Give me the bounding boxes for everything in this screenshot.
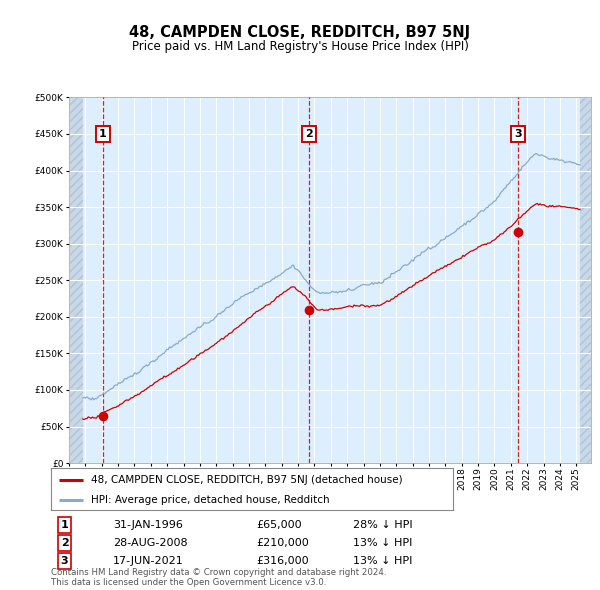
Text: 1: 1 — [61, 520, 68, 530]
Text: 48, CAMPDEN CLOSE, REDDITCH, B97 5NJ (detached house): 48, CAMPDEN CLOSE, REDDITCH, B97 5NJ (de… — [91, 475, 403, 485]
Text: 13% ↓ HPI: 13% ↓ HPI — [353, 556, 413, 566]
Text: Price paid vs. HM Land Registry's House Price Index (HPI): Price paid vs. HM Land Registry's House … — [131, 40, 469, 53]
Text: 3: 3 — [61, 556, 68, 566]
Text: 13% ↓ HPI: 13% ↓ HPI — [353, 538, 413, 548]
Text: 48, CAMPDEN CLOSE, REDDITCH, B97 5NJ: 48, CAMPDEN CLOSE, REDDITCH, B97 5NJ — [130, 25, 470, 40]
Text: £65,000: £65,000 — [256, 520, 302, 530]
Text: 17-JUN-2021: 17-JUN-2021 — [113, 556, 184, 566]
Text: 28-AUG-2008: 28-AUG-2008 — [113, 538, 188, 548]
Text: Contains HM Land Registry data © Crown copyright and database right 2024.
This d: Contains HM Land Registry data © Crown c… — [51, 568, 386, 587]
Text: 28% ↓ HPI: 28% ↓ HPI — [353, 520, 413, 530]
Text: HPI: Average price, detached house, Redditch: HPI: Average price, detached house, Redd… — [91, 495, 330, 504]
Text: 2: 2 — [61, 538, 68, 548]
Text: 2: 2 — [305, 129, 313, 139]
Text: £316,000: £316,000 — [256, 556, 309, 566]
Text: 31-JAN-1996: 31-JAN-1996 — [113, 520, 183, 530]
Text: 1: 1 — [99, 129, 107, 139]
Text: £210,000: £210,000 — [256, 538, 309, 548]
Text: 3: 3 — [515, 129, 522, 139]
